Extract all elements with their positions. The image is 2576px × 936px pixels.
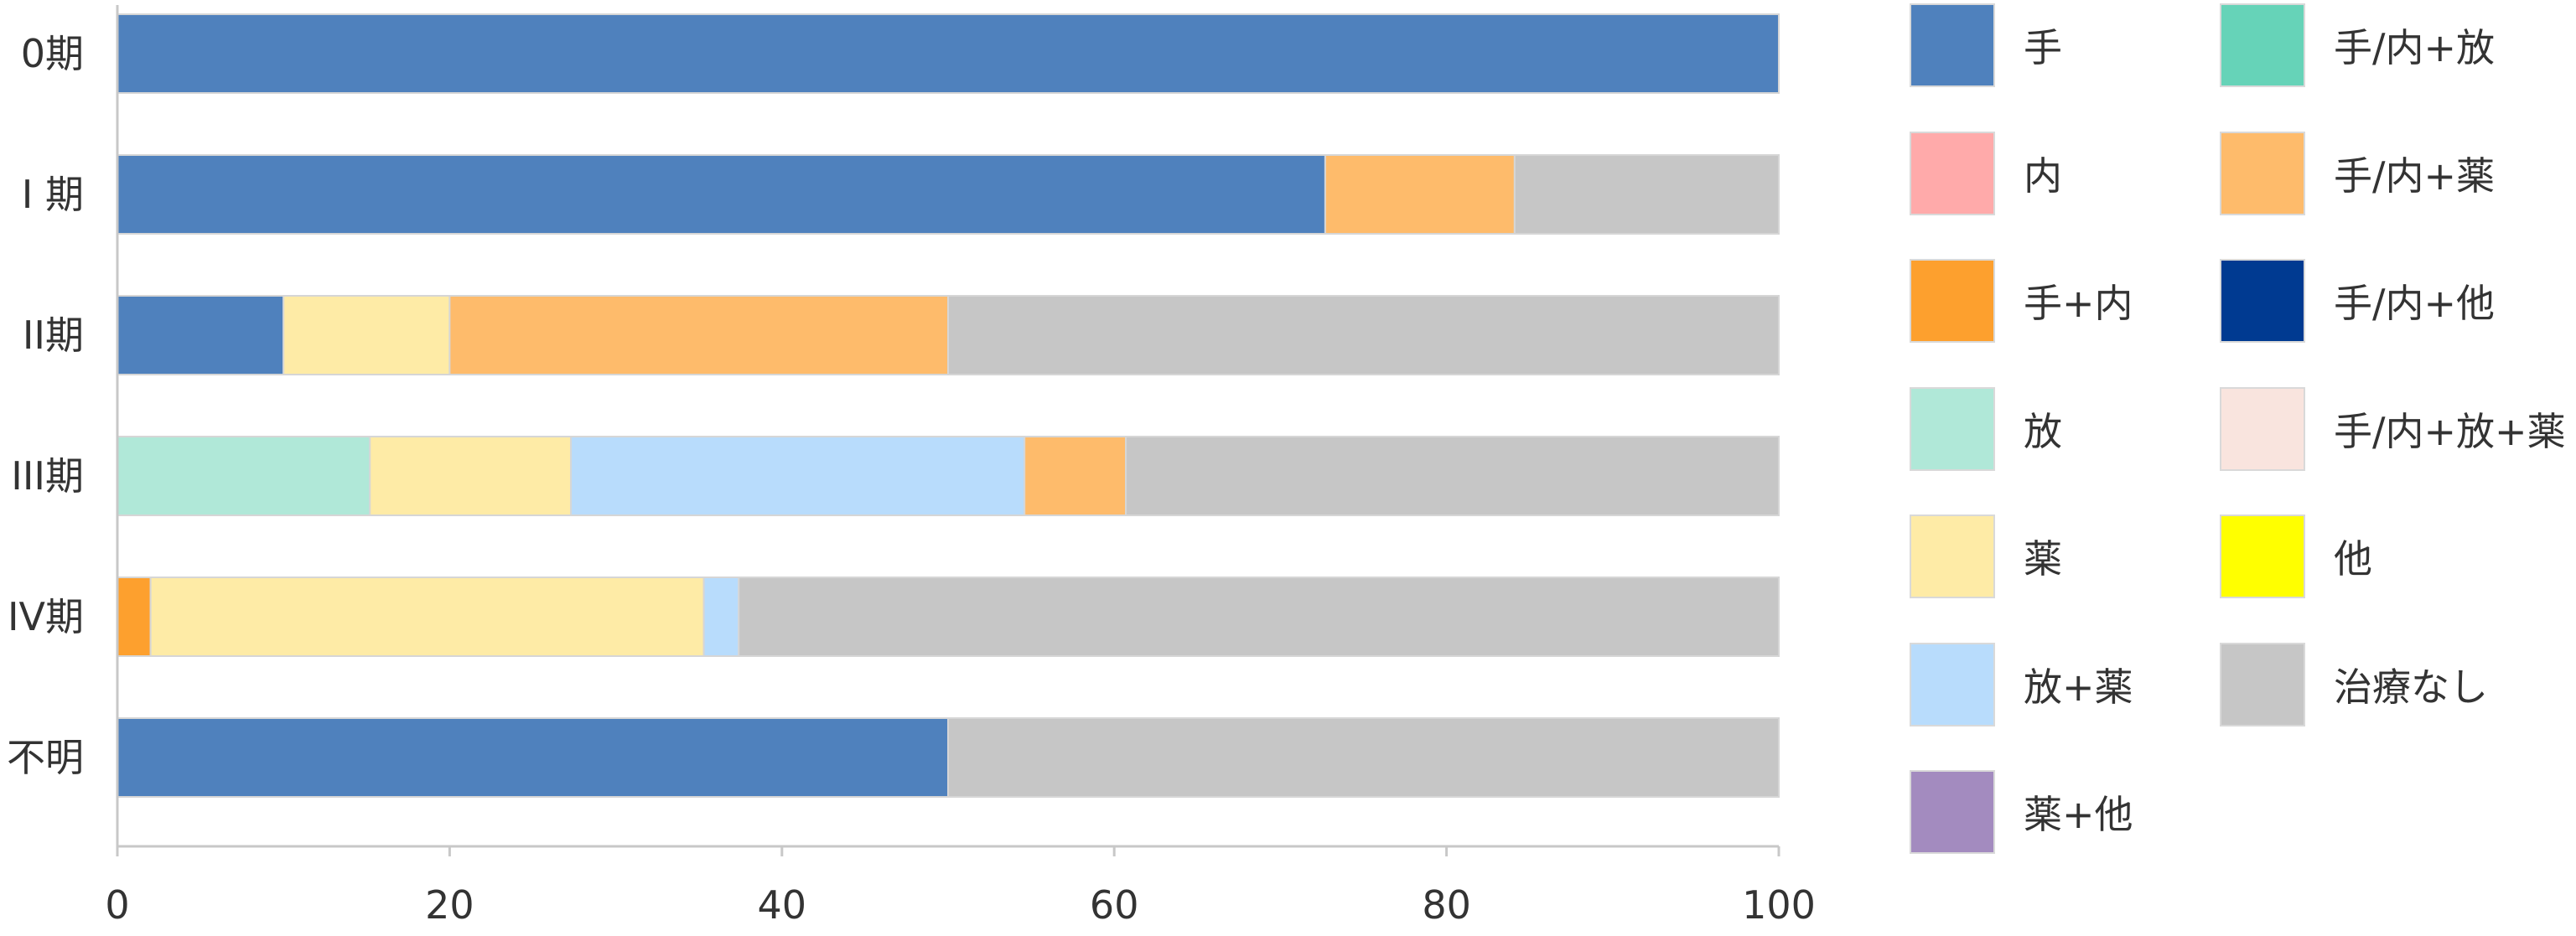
legend-swatch: [1910, 386, 1995, 471]
legend-label: 手/内+放+薬: [2334, 408, 2566, 454]
bar-segment: [947, 717, 1780, 798]
legend-swatch: [2220, 131, 2305, 215]
legend-swatch: [2220, 515, 2305, 598]
x-tick-label: 20: [425, 882, 474, 928]
x-tick-label: 60: [1090, 882, 1139, 928]
bar-segment: [149, 577, 705, 657]
y-category-label: III期: [11, 453, 84, 499]
bar-segment: [1125, 436, 1780, 516]
legend-swatch: [1910, 131, 1995, 215]
legend-item: 手/内+薬: [2220, 131, 2496, 215]
legend-item: 内: [1910, 131, 2062, 215]
x-tick-label: 100: [1742, 882, 1816, 928]
legend-item: 放: [1910, 386, 2062, 471]
bar-segment: [1024, 436, 1127, 516]
y-category-label: II期: [23, 313, 84, 358]
legend-item: 手+内: [1910, 259, 2133, 343]
x-tick-label: 80: [1422, 882, 1471, 928]
legend-label: 放: [2024, 408, 2062, 454]
legend-swatch: [2220, 259, 2305, 343]
bar-segment: [117, 13, 1780, 94]
legend-item: 手/内+他: [2220, 259, 2495, 343]
legend-label: 手/内+薬: [2334, 153, 2496, 199]
legend-item: 手: [1910, 3, 2062, 87]
y-category-label: IV期: [8, 594, 84, 639]
legend-item: 他: [2220, 515, 2372, 598]
bar-segment: [117, 436, 371, 516]
legend-item: 手/内+放+薬: [2220, 386, 2566, 471]
bar-segment: [947, 295, 1780, 375]
legend-swatch: [2220, 3, 2305, 87]
bar-segment: [738, 577, 1780, 657]
legend-item: 放+薬: [1910, 642, 2133, 727]
legend-label: 手/内+放: [2334, 25, 2496, 70]
legend-label: 手/内+他: [2334, 281, 2496, 326]
bar-segment: [702, 577, 740, 657]
legend-item: 治療なし: [2220, 642, 2488, 727]
legend-label: 手+内: [2024, 281, 2133, 326]
bar-segment: [117, 577, 152, 657]
bar-segment: [282, 295, 451, 375]
y-category-label: 0期: [21, 31, 84, 76]
x-axis-ticks: 0 20 40 60 80 100: [105, 846, 1816, 928]
legend-swatch: [1910, 770, 1995, 854]
legend-label: 内: [2024, 153, 2062, 199]
legend-item: 薬+他: [1910, 770, 2133, 854]
legend-label: 治療なし: [2334, 664, 2488, 710]
legend-label: 薬+他: [2024, 792, 2133, 837]
y-category-label: 不明: [7, 735, 84, 780]
legend-item: 手/内+放: [2220, 3, 2495, 87]
bar-segment: [1324, 154, 1516, 235]
legend-swatch: [1910, 3, 1995, 87]
legend-swatch: [1910, 642, 1995, 727]
y-category-label: I 期: [22, 172, 84, 217]
bar-segment: [369, 436, 573, 516]
x-tick-label: 0: [105, 882, 129, 928]
legend-swatch: [1910, 515, 1995, 598]
bar-segment: [1513, 154, 1780, 235]
legend-item: 薬: [1910, 515, 2062, 598]
legend-swatch: [1910, 259, 1995, 343]
legend-label: 放+薬: [2024, 664, 2133, 710]
legend-label: 他: [2334, 536, 2372, 582]
legend-label: 手: [2024, 25, 2062, 70]
bar-segment: [117, 154, 1326, 235]
legend-swatch: [2220, 386, 2305, 471]
x-tick-label: 40: [758, 882, 807, 928]
bars-group: [117, 13, 1780, 798]
bar-segment: [117, 717, 949, 798]
bar-segment: [570, 436, 1026, 516]
legend-label: 薬: [2024, 536, 2062, 582]
bar-segment: [448, 295, 949, 375]
legend-swatch: [2220, 642, 2305, 727]
bar-segment: [117, 295, 285, 375]
